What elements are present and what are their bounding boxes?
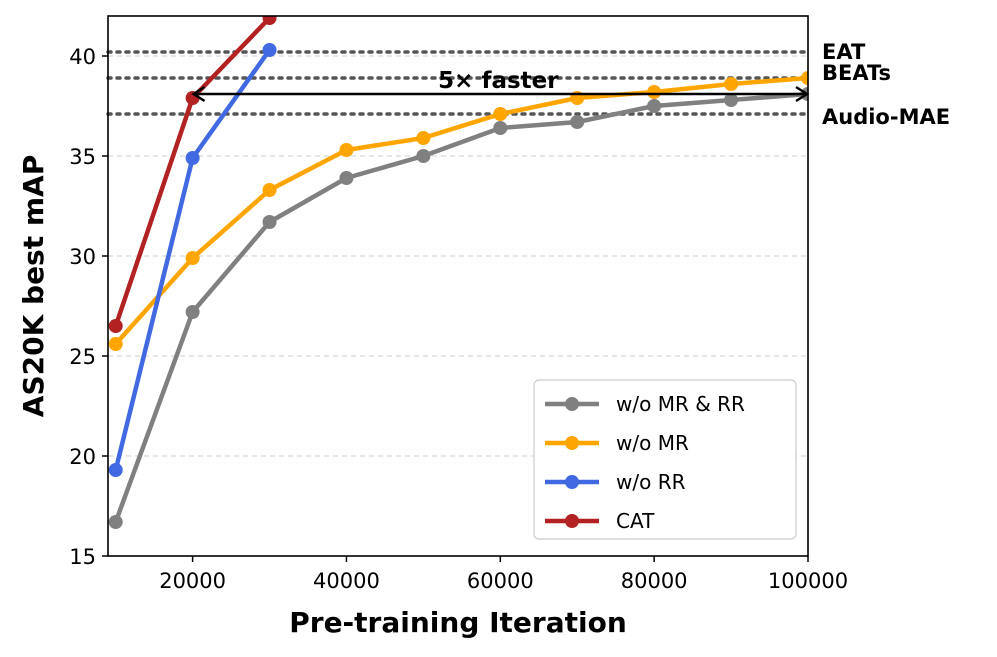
x-tick-label: 40000: [313, 569, 380, 593]
data-point: [724, 93, 739, 107]
legend-swatch-marker: [565, 475, 579, 489]
data-series: [108, 16, 808, 529]
data-point: [570, 115, 585, 129]
x-tick-label: 100000: [768, 569, 848, 593]
y-tick-label: 35: [69, 145, 96, 169]
data-point: [493, 107, 508, 121]
data-point: [108, 337, 123, 351]
data-point: [339, 143, 354, 157]
x-axis-label: Pre-training Iteration: [289, 606, 627, 639]
legend-swatch-marker: [565, 397, 579, 411]
annotation-arrow-head-right: [795, 85, 810, 103]
x-tick-label: 80000: [621, 569, 688, 593]
speedup-annotation: 5× faster: [191, 68, 810, 103]
x-tick-label: 60000: [467, 569, 534, 593]
data-point: [185, 151, 200, 165]
x-tick-label: 20000: [159, 569, 226, 593]
data-point: [416, 149, 431, 163]
legend-frame: [533, 379, 797, 540]
y-tick-label: 25: [69, 345, 96, 369]
data-point: [339, 171, 354, 185]
legend-label: w/o MR & RR: [616, 392, 745, 416]
y-tick-label: 20: [69, 445, 96, 469]
data-point: [185, 305, 200, 319]
y-tick-label: 15: [69, 545, 96, 569]
legend-swatch-marker: [565, 436, 579, 450]
y-axis-label: AS20K best mAP: [17, 155, 50, 417]
data-point: [262, 183, 277, 197]
data-point: [801, 71, 808, 85]
data-point: [724, 77, 739, 91]
y-tick-label: 30: [69, 245, 96, 269]
legend-label: CAT: [616, 509, 655, 533]
legend-label: w/o RR: [616, 470, 686, 494]
reference-label: EAT: [822, 40, 866, 64]
annotation-text: 5× faster: [438, 68, 559, 94]
reference-label: BEATs: [822, 61, 891, 85]
data-point: [262, 215, 277, 229]
legend: w/o MR & RR w/o MR w/o RR CAT: [533, 379, 797, 540]
reference-label: Audio-MAE: [822, 105, 950, 129]
data-point: [262, 16, 277, 25]
x-axis-ticks: 20000 40000 60000 80000 100000: [159, 556, 848, 593]
y-axis-ticks: 15 20 25 30 35 40: [69, 45, 108, 569]
annotation-arrow-head-left: [191, 85, 206, 103]
legend-label: w/o MR: [616, 431, 689, 455]
legend-swatch-marker: [565, 514, 579, 528]
y-tick-label: 40: [69, 45, 96, 69]
series-line: [113, 91, 808, 523]
data-point: [108, 319, 123, 333]
data-point: [416, 131, 431, 145]
data-point: [493, 121, 508, 135]
data-point: [108, 515, 123, 529]
data-point: [262, 43, 277, 57]
data-point: [185, 251, 200, 265]
data-point: [108, 463, 123, 477]
data-point: [647, 85, 662, 99]
series-line: [113, 16, 272, 327]
series-line: [114, 75, 808, 346]
plot-frame: [107, 15, 809, 557]
data-point: [647, 99, 662, 113]
